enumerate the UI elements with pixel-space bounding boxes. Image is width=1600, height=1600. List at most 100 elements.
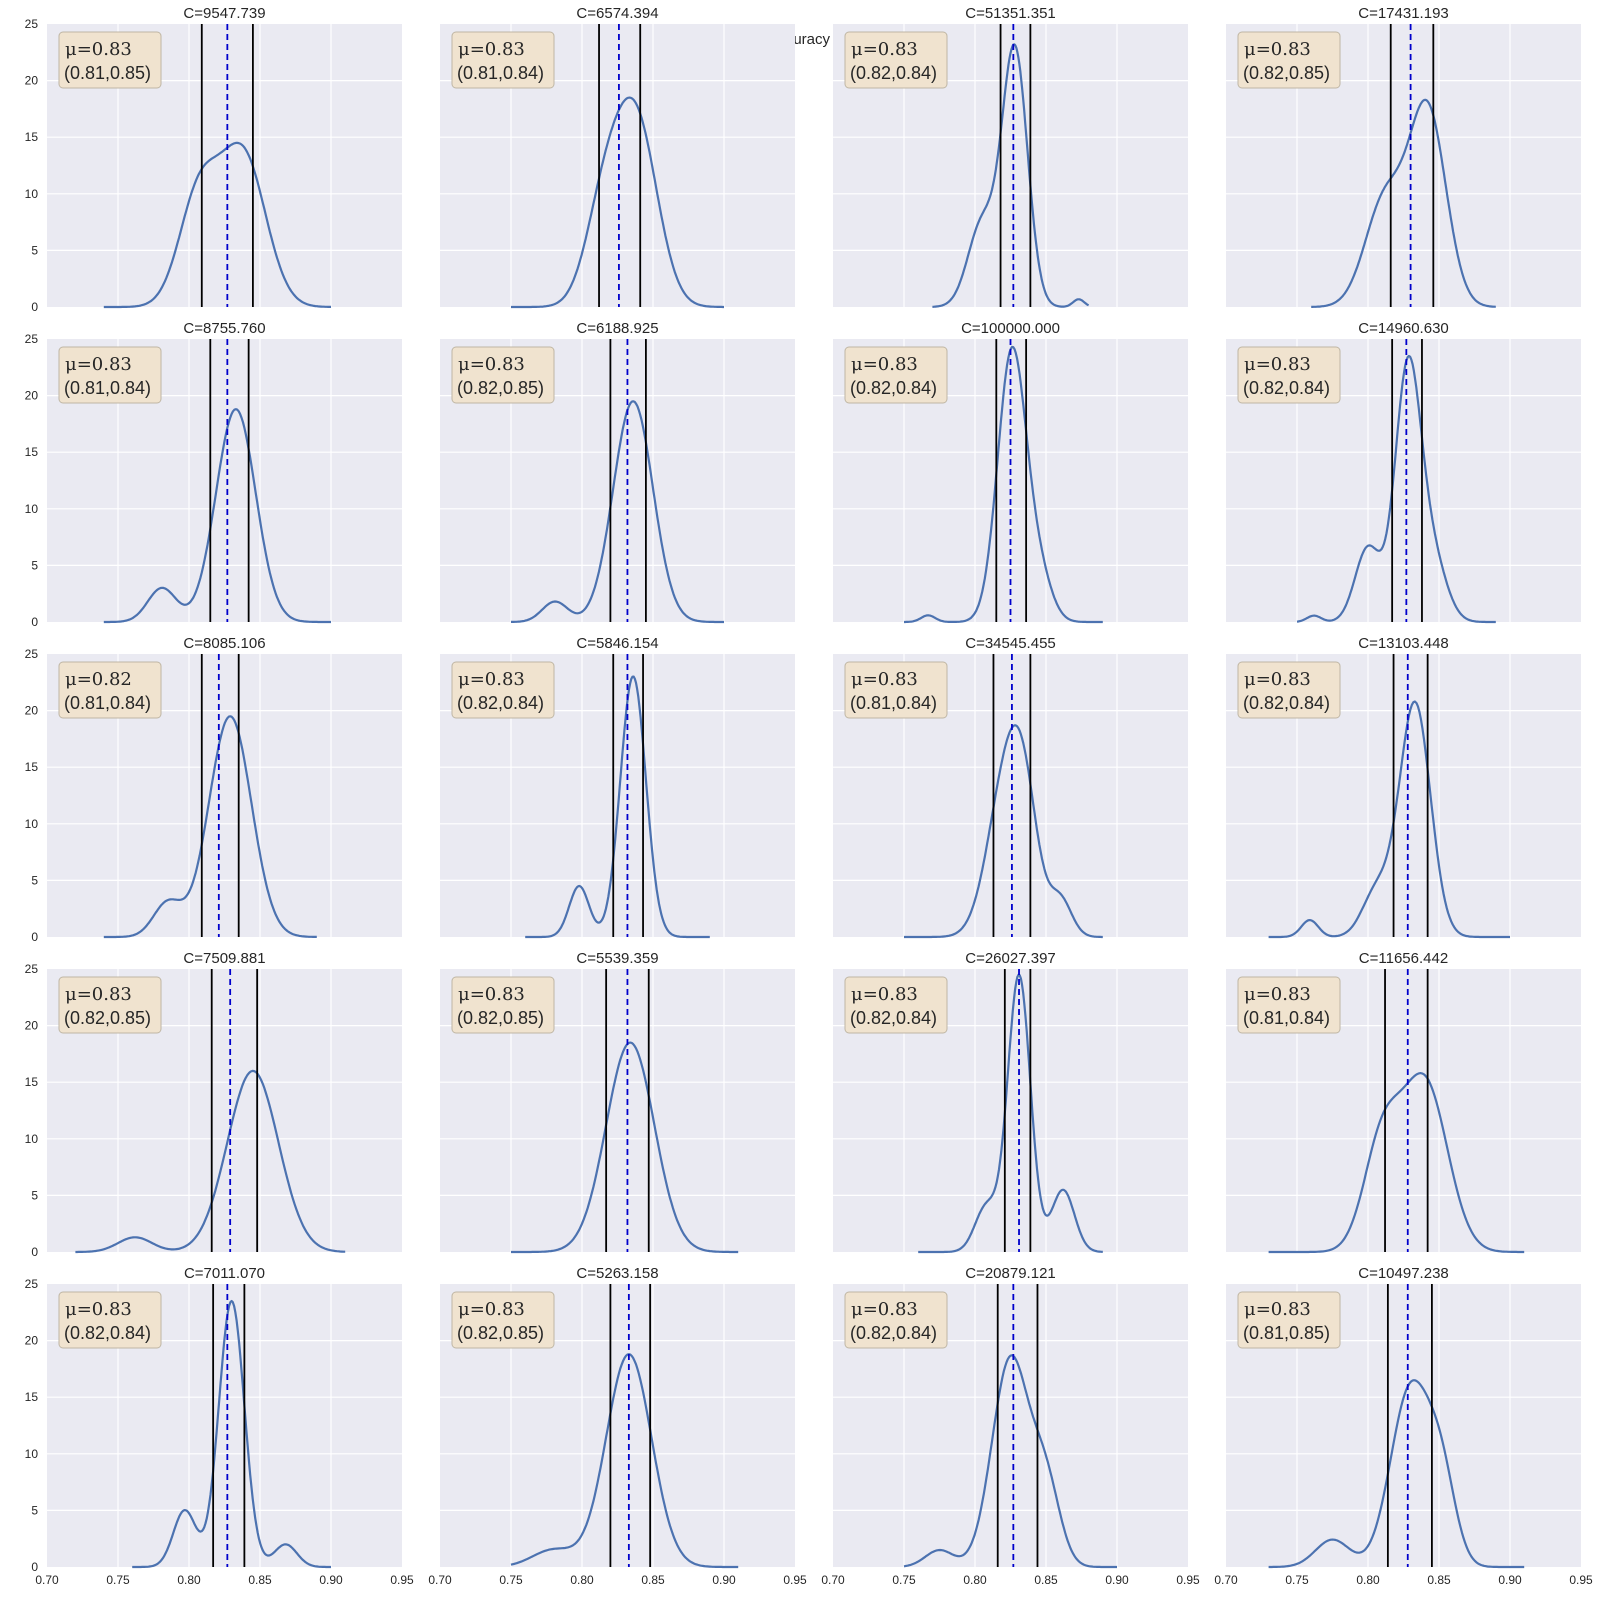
- panel-title: C=26027.397: [965, 950, 1056, 967]
- y-tick-label: 5: [31, 1188, 38, 1202]
- mean-label: μ=0.83: [65, 984, 132, 1005]
- kde-curve: [511, 1041, 739, 1254]
- ci-label: (0.81,0.85): [64, 63, 151, 83]
- kde-curve: [1296, 354, 1496, 624]
- ci-label: (0.82,0.84): [457, 693, 544, 713]
- mean-label: μ=0.83: [1244, 1299, 1311, 1320]
- subplot-panel: C=13103.448 μ=0.83 (0.82,0.84): [1226, 635, 1581, 939]
- stat-box: [58, 1291, 162, 1349]
- kde-curve: [904, 724, 1103, 939]
- y-tick-label: 20: [25, 389, 39, 403]
- panel-title: C=6574.394: [576, 5, 658, 22]
- subplot-panel: C=5539.359 μ=0.83 (0.82,0.85): [440, 950, 795, 1254]
- y-tick-label: 20: [25, 74, 39, 88]
- x-tick-label: 0.95: [783, 1573, 807, 1587]
- y-tick-label: 25: [25, 332, 39, 346]
- y-tick-label: 20: [25, 704, 39, 718]
- stat-box: [58, 976, 162, 1034]
- kde-curve: [525, 675, 710, 939]
- kde-curve: [1268, 700, 1510, 939]
- ci-label: (0.82,0.84): [64, 1323, 151, 1343]
- stat-box: [844, 31, 948, 89]
- y-tick-label: 15: [25, 445, 39, 459]
- subplot-panel: C=11656.442 μ=0.83 (0.81,0.84): [1226, 950, 1581, 1254]
- ci-label: (0.81,0.85): [1243, 1323, 1330, 1343]
- subplot-panels: C=9547.739 μ=0.83 (0.81,0.85) 0 5 10 15 20 25 C=6…: [25, 5, 1593, 1587]
- mean-label: μ=0.83: [458, 984, 525, 1005]
- panel-title: C=5539.359: [576, 950, 658, 967]
- y-tick-label: 15: [25, 130, 39, 144]
- x-tick-label: 0.90: [319, 1573, 343, 1587]
- panel-title: C=5846.154: [576, 635, 658, 652]
- kde-curve: [511, 400, 724, 624]
- y-tick-label: 10: [25, 502, 39, 516]
- y-tick-label: 10: [25, 1447, 39, 1461]
- x-tick-label: 0.95: [390, 1573, 414, 1587]
- mean-label: μ=0.83: [851, 984, 918, 1005]
- kde-curve: [903, 1354, 1117, 1569]
- kde-curve: [904, 345, 1103, 624]
- y-tick-label: 25: [25, 1277, 39, 1291]
- stat-box: [58, 661, 162, 719]
- panel-title: C=10497.238: [1358, 1265, 1449, 1282]
- panel-title: C=7011.070: [184, 1265, 265, 1282]
- y-tick-label: 20: [25, 1019, 39, 1033]
- mean-label: μ=0.83: [851, 669, 918, 690]
- x-tick-label: 0.80: [963, 1573, 987, 1587]
- mean-label: μ=0.83: [458, 1299, 525, 1320]
- x-tick-label: 0.75: [106, 1573, 130, 1587]
- stat-box: [1237, 346, 1341, 404]
- y-tick-label: 25: [25, 647, 39, 661]
- panel-title: C=100000.000: [961, 320, 1060, 337]
- kde-curve: [1268, 1072, 1525, 1254]
- stat-box: [1237, 31, 1341, 89]
- mean-label: μ=0.83: [65, 1299, 132, 1320]
- x-tick-label: 0.85: [1034, 1573, 1058, 1587]
- stat-box: [844, 346, 948, 404]
- mean-label: μ=0.83: [458, 354, 525, 375]
- mean-label: μ=0.83: [65, 39, 132, 60]
- ci-label: (0.81,0.84): [850, 693, 937, 713]
- mean-label: μ=0.83: [458, 39, 525, 60]
- stat-box: [451, 976, 555, 1034]
- y-tick-label: 0: [31, 930, 38, 944]
- subplot-panel: C=100000.000 μ=0.83 (0.82,0.84): [833, 320, 1188, 624]
- kde-curve: [75, 1069, 346, 1254]
- x-tick-label: 0.70: [35, 1573, 59, 1587]
- mean-label: μ=0.83: [1244, 39, 1311, 60]
- panel-title: C=51351.351: [965, 5, 1056, 22]
- y-tick-label: 5: [31, 873, 38, 887]
- kde-curve: [1311, 98, 1496, 308]
- subplot-panel: C=5846.154 μ=0.83 (0.82,0.84): [440, 635, 795, 939]
- subplot-panel: C=6188.925 μ=0.83 (0.82,0.85): [440, 320, 795, 624]
- x-tick-label: 0.80: [1356, 1573, 1380, 1587]
- ci-label: (0.82,0.85): [457, 378, 544, 398]
- mean-label: μ=0.83: [1244, 354, 1311, 375]
- x-tick-label: 0.90: [712, 1573, 736, 1587]
- ci-label: (0.82,0.85): [1243, 63, 1330, 83]
- panel-title: C=11656.442: [1359, 950, 1448, 967]
- stat-box: [451, 346, 555, 404]
- ci-label: (0.81,0.84): [64, 693, 151, 713]
- subplot-panel: C=5263.158 μ=0.83 (0.82,0.85) 0.70 0.75 0.80 0…: [428, 1265, 807, 1587]
- y-tick-label: 5: [31, 1503, 38, 1517]
- panel-title: C=14960.630: [1358, 320, 1449, 337]
- panel-title: C=9547.739: [183, 5, 265, 22]
- panel-title: C=8755.760: [183, 320, 265, 337]
- x-tick-label: 0.70: [821, 1573, 845, 1587]
- stat-box: [451, 31, 555, 89]
- y-tick-label: 15: [25, 1390, 39, 1404]
- kde-curve: [511, 96, 724, 309]
- ci-label: (0.81,0.84): [64, 378, 151, 398]
- y-tick-label: 0: [31, 1560, 38, 1574]
- x-tick-label: 0.80: [177, 1573, 201, 1587]
- mean-label: μ=0.83: [1244, 669, 1311, 690]
- x-tick-label: 0.90: [1498, 1573, 1522, 1587]
- mean-label: μ=0.83: [851, 354, 918, 375]
- y-tick-label: 20: [25, 1334, 39, 1348]
- y-tick-label: 0: [31, 300, 38, 314]
- kde-curve: [932, 43, 1090, 308]
- x-tick-label: 0.85: [641, 1573, 665, 1587]
- x-tick-label: 0.85: [248, 1573, 272, 1587]
